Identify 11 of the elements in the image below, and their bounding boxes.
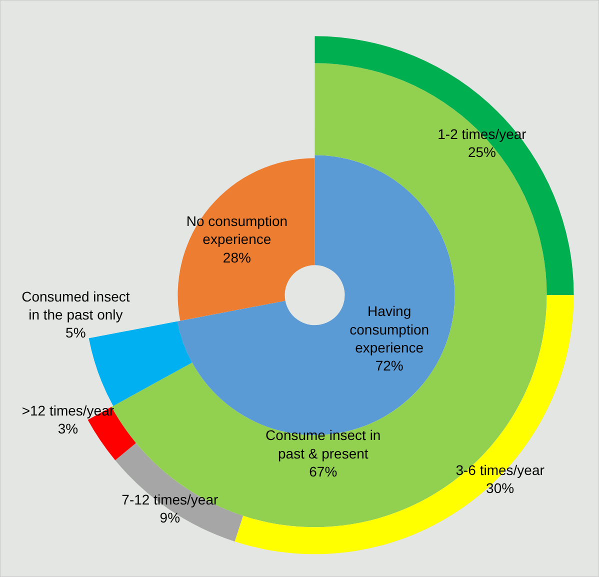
- data-label: 72%: [375, 358, 404, 374]
- data-label: 67%: [309, 464, 338, 480]
- data-label: 5%: [66, 324, 86, 341]
- slice-label: 7-12 times/year: [122, 491, 218, 508]
- data-label: 9%: [160, 509, 180, 526]
- data-label: 25%: [468, 144, 496, 160]
- slice-label: Having consumption experience: [350, 303, 430, 356]
- data-label: 30%: [486, 480, 514, 496]
- data-label: 28%: [222, 249, 251, 266]
- slice-label: Consumed insect in the past only: [22, 288, 130, 323]
- data-label: 3%: [58, 420, 78, 437]
